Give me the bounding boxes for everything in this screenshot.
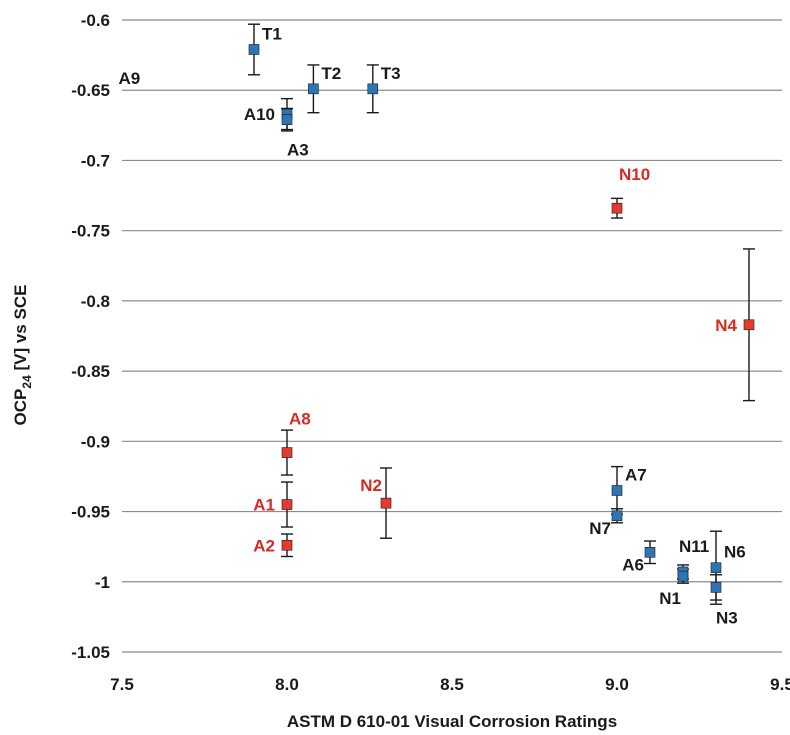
data-point-n10 [611, 202, 623, 214]
data-point-a7 [611, 485, 623, 496]
point-label-n3: N3 [716, 608, 738, 627]
x-axis-title: ASTM D 610-01 Visual Corrosion Ratings [287, 712, 617, 731]
y-tick-label: -1.05 [71, 643, 110, 662]
point-label-n7: N7 [589, 519, 611, 538]
point-label-n11: N11 [679, 537, 709, 556]
y-tick-label: -0.7 [81, 151, 110, 170]
data-point-n4 [743, 319, 755, 331]
y-tick-label: -0.8 [81, 292, 110, 311]
data-point-t2 [308, 83, 319, 95]
point-label-n10: N10 [619, 165, 650, 184]
data-points [248, 44, 755, 593]
x-tick-label: 8.5 [440, 675, 464, 694]
y-tick-label: -0.75 [71, 222, 110, 241]
y-axis-title-main: OCP [11, 389, 30, 426]
gridlines [122, 19, 782, 653]
data-point-a2 [281, 539, 293, 551]
y-axis-title: OCP24 [V] vs SCE [11, 285, 34, 426]
point-label-t3: T3 [381, 64, 401, 83]
point-label-n6: N6 [724, 543, 746, 562]
data-point-a1 [281, 499, 293, 510]
data-point-n2 [380, 497, 392, 509]
x-tick-label: 8.0 [275, 675, 299, 694]
y-tick-label: -1 [95, 573, 110, 592]
point-label-a2: A2 [253, 536, 275, 555]
y-axis-title-subscript: 24 [20, 375, 34, 389]
data-point-n7 [611, 510, 623, 522]
data-point-a3 [281, 114, 293, 126]
point-label-a1: A1 [253, 496, 275, 515]
point-label-t2: T2 [321, 64, 341, 83]
data-point-n3 [710, 582, 722, 593]
data-point-a6 [644, 546, 656, 558]
y-tick-label: -0.9 [81, 432, 110, 451]
data-point-a8 [281, 447, 293, 458]
point-label-n4: N4 [715, 316, 737, 335]
point-label-a8: A8 [289, 410, 311, 429]
data-point-t3 [367, 83, 379, 95]
point-label-n1: N1 [659, 589, 681, 608]
x-tick-label: 7.5 [110, 675, 134, 694]
y-axis-title-rest: [V] vs SCE [11, 285, 30, 376]
point-label-n2: N2 [360, 476, 382, 495]
error-bars [248, 23, 755, 605]
y-tick-labels: -0.6 -0.65 -0.7 -0.75 -0.8 -0.85 -0.9 -0.95 -1 -1… [71, 11, 110, 662]
x-tick-labels: 7.5 8.0 8.5 9.0 9.5 [110, 675, 790, 694]
y-tick-label: -0.6 [81, 11, 110, 30]
point-label-t1: T1 [262, 24, 282, 43]
x-tick-label: 9.0 [605, 675, 629, 694]
point-label-a10: A10 [244, 105, 275, 124]
x-tick-label: 9.5 [770, 675, 790, 694]
point-label-a3: A3 [287, 141, 309, 160]
data-point-t1 [248, 44, 260, 55]
annotation-a9: A9 [119, 69, 141, 88]
point-label-a7: A7 [625, 465, 647, 484]
y-tick-label: -0.95 [71, 503, 110, 522]
point-labels: T1 T2 T3 A10 A3 N10 N4 A8 A1 A2 N2 A7 N7 A6 N11 N1 N6 N3 A… [119, 24, 746, 627]
y-tick-label: -0.85 [71, 362, 110, 381]
data-point-n1 [677, 570, 689, 582]
data-point-n6 [710, 562, 722, 574]
point-label-a6: A6 [622, 555, 644, 574]
y-tick-label: -0.65 [71, 81, 110, 100]
